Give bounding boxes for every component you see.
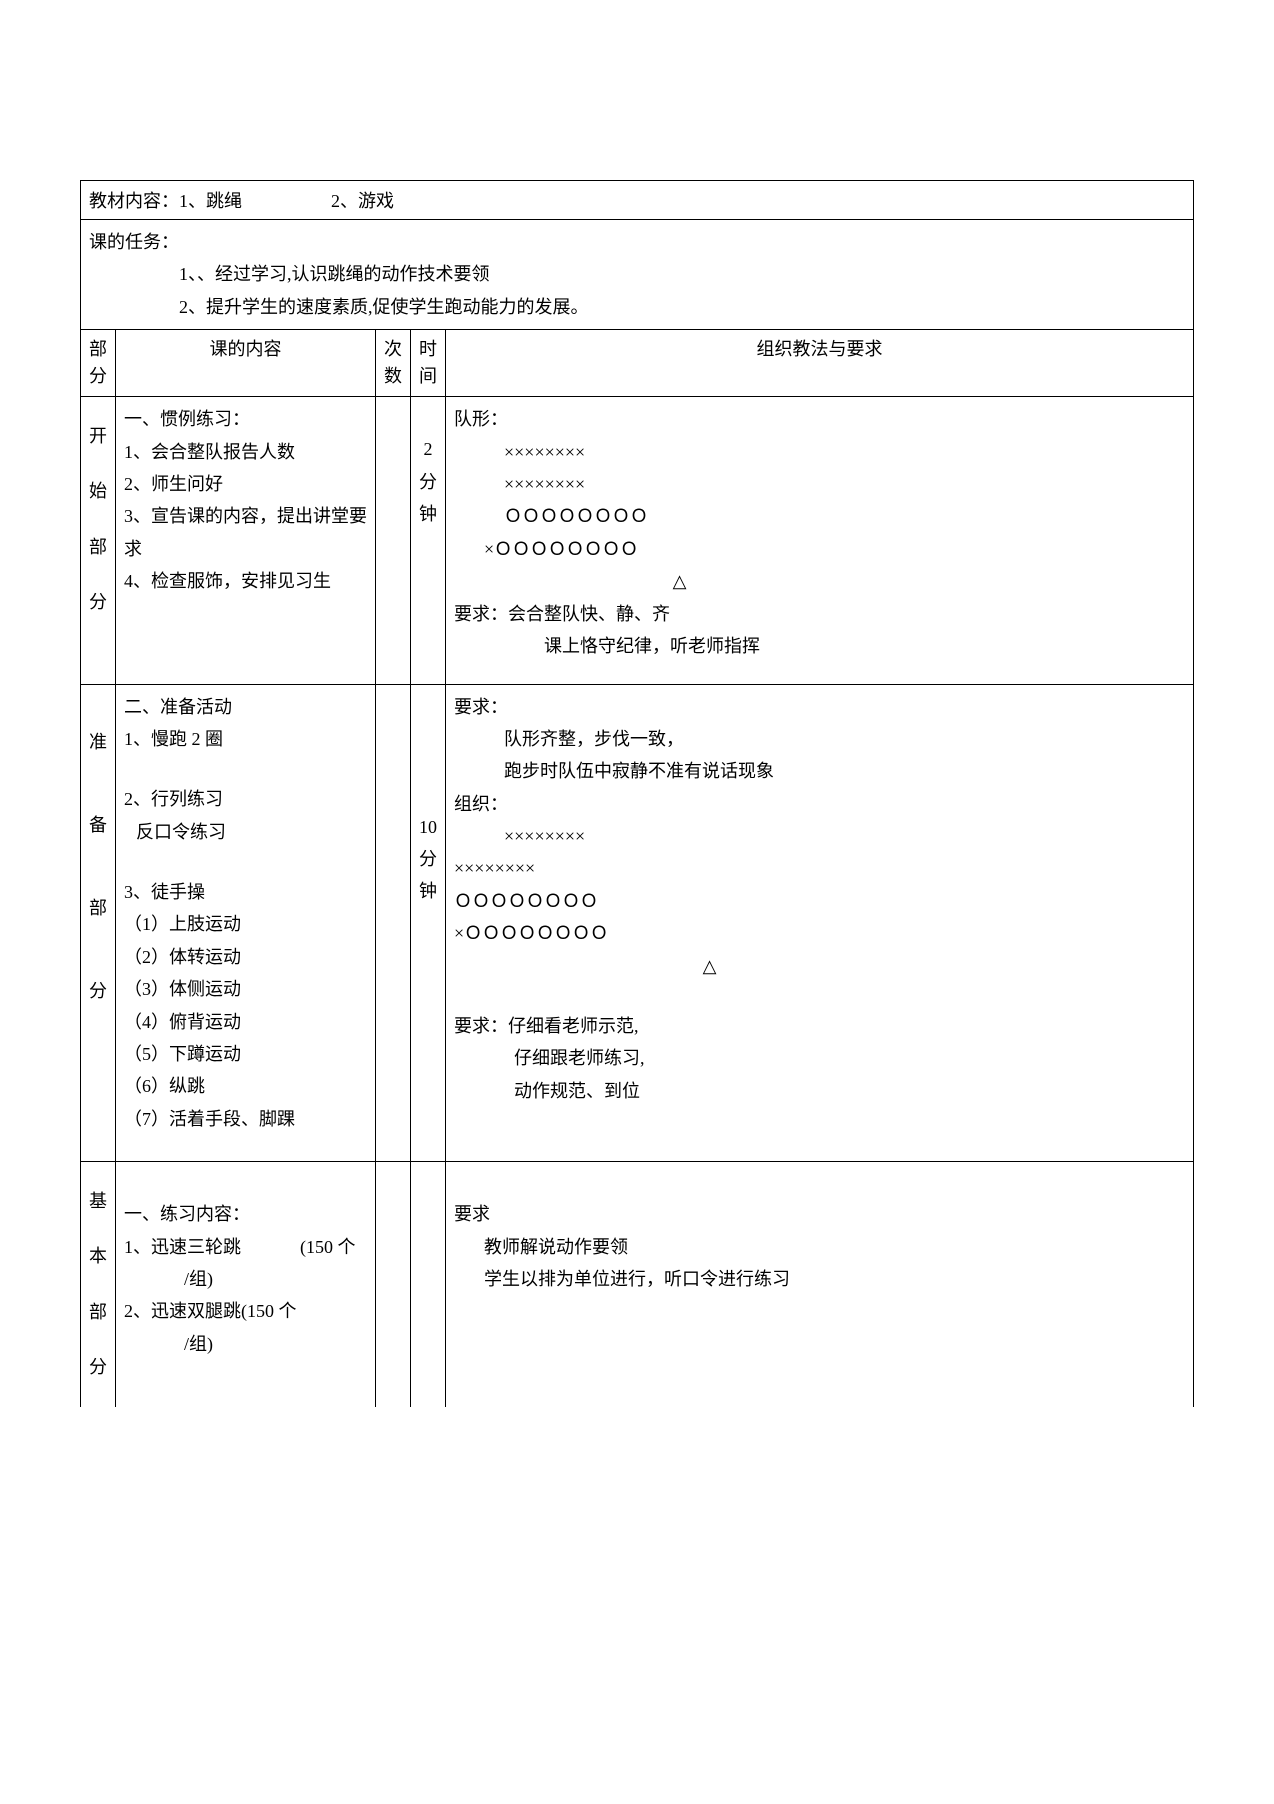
section-prep-org: 要求： 队形齐整，步伐一致， 跑步时队伍中寂静不准有说话现象 组织： ×××××… (446, 684, 1194, 1162)
task-row: 课的任务： 1、、经过学习,认识跳绳的动作技术要领 2、提升学生的速度素质,促使… (81, 220, 1194, 330)
section-prep-count (376, 684, 411, 1162)
task-item2: 2、提升学生的速度素质,促使学生跑动能力的发展。 (89, 291, 1185, 323)
opening-req1: 要求：会合整队快、静、齐 (454, 598, 1185, 630)
opening-l2: 1、会合整队报告人数 (124, 436, 367, 468)
prep-l3: 2、行列练习 (124, 783, 367, 815)
column-header-row: 部分 课的内容 次数 时间 组织教法与要求 (81, 330, 1194, 397)
prep-req1: 要求：仔细看老师示范, (454, 1010, 1185, 1042)
col-org-header: 组织教法与要求 (446, 330, 1194, 397)
formation-row2: ×××××××× (454, 468, 1185, 500)
prep-teacher-triangle: △ (454, 950, 1185, 982)
section-prep-time: 10分钟 (411, 684, 446, 1162)
col-section-header: 部分 (81, 330, 116, 397)
prep-l11: （6）纵跳 (124, 1070, 367, 1102)
opening-org-title: 队形： (454, 403, 1185, 435)
prep-l1: 二、准备活动 (124, 691, 367, 723)
prep-l12: （7）活着手段、脚踝 (124, 1103, 367, 1135)
basic-l1: 一、练习内容： (124, 1198, 367, 1230)
prep-formation-row4: ×ＯＯＯＯＯＯＯＯ (454, 917, 1185, 949)
formation-row1: ×××××××× (454, 436, 1185, 468)
prep-l5: 3、徒手操 (124, 876, 367, 908)
opening-l1: 一、惯例练习： (124, 403, 367, 435)
section-opening-label: 开 始 部 分 (81, 397, 116, 684)
material-text2: 2、游戏 (331, 191, 394, 211)
basic-l2: 1、迅速三轮跳 (150 个 (124, 1231, 367, 1263)
prep-l2: 1、慢跑 2 圈 (124, 723, 367, 755)
section-opening-org: 队形： ×××××××× ×××××××× ＯＯＯＯＯＯＯＯ ×ＯＯＯＯＯＯＯＯ… (446, 397, 1194, 684)
prep-l9: （4）俯背运动 (124, 1006, 367, 1038)
section-prep-label: 准 备 部 分 (81, 684, 116, 1162)
section-basic-time (411, 1162, 446, 1407)
opening-l3: 2、师生问好 (124, 468, 367, 500)
prep-l8: （3）体侧运动 (124, 973, 367, 1005)
prep-org-req-l3: 跑步时队伍中寂静不准有说话现象 (454, 755, 1185, 787)
prep-org-req-l2: 队形齐整，步伐一致， (454, 723, 1185, 755)
prep-l6: （1）上肢运动 (124, 908, 367, 940)
opening-req2: 课上恪守纪律，听老师指挥 (454, 630, 1185, 662)
prep-org-title: 组织： (454, 788, 1185, 820)
col-time-header: 时间 (411, 330, 446, 397)
section-opening-row: 开 始 部 分 一、惯例练习： 1、会合整队报告人数 2、师生问好 3、宣告课的… (81, 397, 1194, 684)
formation-row4: ×ＯＯＯＯＯＯＯＯ (454, 533, 1185, 565)
basic-l5: /组) (124, 1328, 367, 1360)
task-title: 课的任务： (89, 226, 1185, 258)
basic-org-l1: 要求 (454, 1198, 1185, 1230)
section-basic-row: 基 本 部 分 一、练习内容： 1、迅速三轮跳 (150 个 /组) 2、迅速双… (81, 1162, 1194, 1407)
section-basic-label: 基 本 部 分 (81, 1162, 116, 1407)
prep-formation-row3: ＯＯＯＯＯＯＯＯ (454, 885, 1185, 917)
section-basic-content: 一、练习内容： 1、迅速三轮跳 (150 个 /组) 2、迅速双腿跳(150 个… (116, 1162, 376, 1407)
section-prep-row: 准 备 部 分 二、准备活动 1、慢跑 2 圈 2、行列练习 反口令练习 3、徒… (81, 684, 1194, 1162)
prep-formation-row2: ×××××××× (454, 852, 1185, 884)
section-prep-content: 二、准备活动 1、慢跑 2 圈 2、行列练习 反口令练习 3、徒手操 （1）上肢… (116, 684, 376, 1162)
lesson-plan-table: 教材内容：1、跳绳 2、游戏 课的任务： 1、、经过学习,认识跳绳的动作技术要领… (80, 180, 1194, 1407)
opening-l4: 3、宣告课的内容，提出讲堂要求 (124, 500, 367, 565)
col-count-header: 次数 (376, 330, 411, 397)
opening-l5: 4、检查服饰，安排见习生 (124, 565, 367, 597)
prep-l10: （5）下蹲运动 (124, 1038, 367, 1070)
task-item1: 1、、经过学习,认识跳绳的动作技术要领 (89, 258, 1185, 290)
material-row: 教材内容：1、跳绳 2、游戏 (81, 181, 1194, 220)
section-basic-count (376, 1162, 411, 1407)
material-text: 教材内容：1、跳绳 (89, 191, 242, 211)
prep-l4: 反口令练习 (124, 816, 367, 848)
prep-l7: （2）体转运动 (124, 941, 367, 973)
prep-req3: 动作规范、到位 (454, 1075, 1185, 1107)
prep-org-req: 要求： (454, 691, 1185, 723)
prep-req2: 仔细跟老师练习, (454, 1042, 1185, 1074)
basic-l3: /组) (124, 1263, 367, 1295)
basic-l4: 2、迅速双腿跳(150 个 (124, 1295, 367, 1327)
prep-formation-row1: ×××××××× (454, 820, 1185, 852)
formation-row3: ＯＯＯＯＯＯＯＯ (454, 500, 1185, 532)
basic-org-l2: 教师解说动作要领 (454, 1231, 1185, 1263)
section-basic-org: 要求 教师解说动作要领 学生以排为单位进行，听口令进行练习 (446, 1162, 1194, 1407)
teacher-triangle: △ (454, 565, 1185, 597)
section-opening-time: 2分钟 (411, 397, 446, 684)
section-opening-count (376, 397, 411, 684)
col-content-header: 课的内容 (116, 330, 376, 397)
basic-org-l3: 学生以排为单位进行，听口令进行练习 (454, 1263, 1185, 1295)
section-opening-content: 一、惯例练习： 1、会合整队报告人数 2、师生问好 3、宣告课的内容，提出讲堂要… (116, 397, 376, 684)
